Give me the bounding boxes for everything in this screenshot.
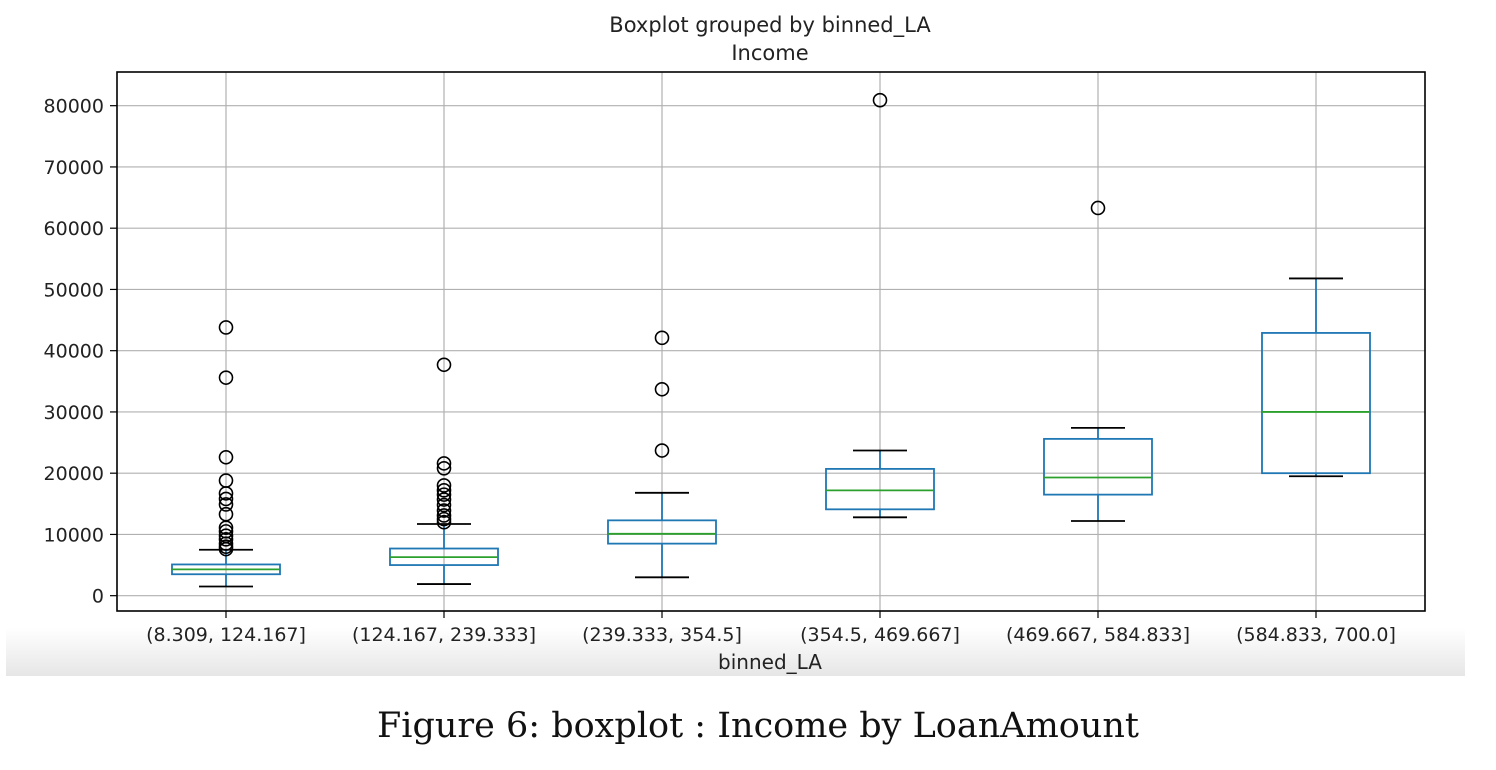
outlier-point [436,478,452,493]
outlier-point [218,491,234,507]
y-tick-label: 70000 [44,157,104,179]
outlier-point [218,486,234,501]
iqr-box [607,519,717,545]
box-group [171,320,281,588]
caption-text: boxplot : Income by LoanAmount [551,706,1139,746]
grid [117,72,1425,611]
outlier-point [436,508,452,523]
outlier-point [218,497,234,512]
y-tick-label: 50000 [44,279,104,301]
outlier-point [436,487,452,502]
iqr-box [1043,437,1153,496]
y-tick-label: 10000 [44,524,104,546]
x-tick-label: (354.5, 469.667] [800,624,960,646]
x-tick-label: (239.333, 354.5] [582,624,742,646]
y-tick-label: 40000 [44,341,104,363]
x-axis-label: binned_LA [718,650,822,674]
outlier-point [654,330,670,346]
box-group [389,357,499,585]
y-tick-label: 0 [92,586,104,608]
outlier-point [218,320,234,335]
outlier-point [218,370,234,385]
x-tick-label: (469.667, 584.833] [1006,624,1190,646]
outlier-point [436,492,452,507]
outlier-point [218,449,234,465]
outlier-point [436,483,452,498]
outlier-point [1090,200,1106,216]
box-group [607,330,717,579]
y-tick-label: 80000 [44,96,104,118]
outlier-point [218,541,234,557]
outlier-point [436,514,452,530]
y-axis-ticks: 0 10000 20000 30000 40000 50000 60000 70000 8000… [44,96,117,608]
caption-label: Figure 6: [377,706,541,746]
figure-bottom-shade [6,628,1465,676]
figure-background [6,0,1465,676]
y-tick-label: 30000 [44,402,104,424]
y-tick-label: 60000 [44,218,104,240]
outlier-point [218,520,234,536]
outlier-point [436,460,452,476]
outlier-point [654,443,670,458]
boxes [171,92,1371,588]
outlier-point [654,381,670,397]
chart-subtitle: Income [731,41,808,65]
box-group [1261,277,1371,478]
y-tick-label: 20000 [44,463,104,485]
box-group [825,92,935,519]
plot-area-frame [116,71,1426,612]
box-group [1043,200,1153,522]
figure-caption: Figure 6: boxplot : Income by LoanAmount [0,706,1496,746]
outlier-point [872,92,888,108]
outlier-point [436,357,452,373]
x-axis-ticks: (8.309, 124.167] (124.167, 239.333] (239.3… [146,611,1396,646]
outlier-point [436,503,452,518]
x-tick-label: (8.309, 124.167] [146,624,306,646]
x-tick-label: (584.833, 700.0] [1236,624,1396,646]
outlier-point [436,456,452,471]
outlier-point [218,532,234,547]
chart-title: Boxplot grouped by binned_LA [609,13,931,38]
iqr-box [825,467,935,511]
x-tick-label: (124.167, 239.333] [352,624,536,646]
outlier-point [436,497,452,513]
iqr-box [1261,332,1371,475]
